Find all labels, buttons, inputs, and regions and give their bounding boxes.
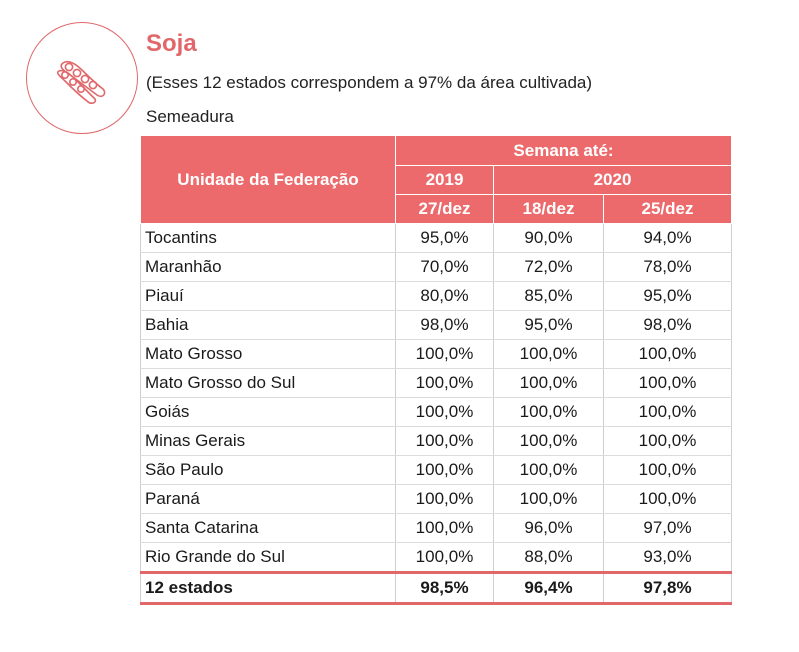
table-row: São Paulo 100,0% 100,0% 100,0%: [140, 455, 732, 485]
percent-value: 70,0%: [395, 252, 494, 282]
percent-value: 88,0%: [493, 542, 604, 573]
table-row: Piauí 80,0% 85,0% 95,0%: [140, 281, 732, 311]
percent-value: 72,0%: [493, 252, 604, 282]
date-header: 25/dez: [603, 194, 732, 224]
percent-value: 100,0%: [395, 455, 494, 485]
date-header: 18/dez: [493, 194, 604, 224]
percent-value: 85,0%: [493, 281, 604, 311]
state-name: São Paulo: [140, 455, 396, 485]
percent-value: 100,0%: [395, 513, 494, 543]
state-name: Santa Catarina: [140, 513, 396, 543]
percent-value: 95,0%: [603, 281, 732, 311]
column-header-uf: Unidade da Federação: [140, 135, 396, 224]
percent-value: 100,0%: [493, 397, 604, 427]
group-header-week: Semana até:: [395, 135, 732, 166]
state-name: Rio Grande do Sul: [140, 542, 396, 573]
sowing-table: Unidade da Federação Semana até: 2019 20…: [140, 135, 732, 605]
percent-value: 78,0%: [603, 252, 732, 282]
table-row: Mato Grosso do Sul 100,0% 100,0% 100,0%: [140, 368, 732, 398]
percent-value: 96,0%: [493, 513, 604, 543]
percent-value: 100,0%: [395, 542, 494, 573]
total-value: 96,4%: [493, 571, 604, 605]
percent-value: 100,0%: [603, 368, 732, 398]
percent-value: 95,0%: [395, 223, 494, 253]
state-name: Mato Grosso do Sul: [140, 368, 396, 398]
table-row: Santa Catarina 100,0% 96,0% 97,0%: [140, 513, 732, 543]
state-name: Bahia: [140, 310, 396, 340]
state-name: Mato Grosso: [140, 339, 396, 369]
state-name: Maranhão: [140, 252, 396, 282]
table-row: Tocantins 95,0% 90,0% 94,0%: [140, 223, 732, 253]
percent-value: 100,0%: [603, 484, 732, 514]
state-name: Paraná: [140, 484, 396, 514]
state-name: Piauí: [140, 281, 396, 311]
percent-value: 100,0%: [395, 484, 494, 514]
year-header-2019: 2019: [395, 165, 494, 195]
table-row: Mato Grosso 100,0% 100,0% 100,0%: [140, 339, 732, 369]
subtitle: (Esses 12 estados correspondem a 97% da …: [146, 73, 593, 92]
percent-value: 100,0%: [603, 339, 732, 369]
total-value: 97,8%: [603, 571, 732, 605]
total-value: 98,5%: [395, 571, 494, 605]
total-row: 12 estados 98,5% 96,4% 97,8%: [140, 571, 732, 605]
percent-value: 100,0%: [603, 397, 732, 427]
page-title: Soja: [146, 30, 197, 57]
state-name: Minas Gerais: [140, 426, 396, 456]
year-header-2020: 2020: [493, 165, 732, 195]
percent-value: 100,0%: [493, 484, 604, 514]
percent-value: 100,0%: [395, 426, 494, 456]
soybean-pod-icon: [56, 60, 106, 104]
percent-value: 100,0%: [603, 426, 732, 456]
table-row: Maranhão 70,0% 72,0% 78,0%: [140, 252, 732, 282]
percent-value: 95,0%: [493, 310, 604, 340]
total-label: 12 estados: [140, 571, 396, 605]
percent-value: 100,0%: [395, 339, 494, 369]
percent-value: 100,0%: [493, 455, 604, 485]
state-name: Tocantins: [140, 223, 396, 253]
percent-value: 90,0%: [493, 223, 604, 253]
percent-value: 98,0%: [603, 310, 732, 340]
percent-value: 100,0%: [395, 397, 494, 427]
percent-value: 93,0%: [603, 542, 732, 573]
date-header: 27/dez: [395, 194, 494, 224]
percent-value: 100,0%: [493, 339, 604, 369]
state-name: Goiás: [140, 397, 396, 427]
logo-badge: [26, 22, 138, 134]
percent-value: 94,0%: [603, 223, 732, 253]
percent-value: 98,0%: [395, 310, 494, 340]
table-row: Minas Gerais 100,0% 100,0% 100,0%: [140, 426, 732, 456]
percent-value: 100,0%: [395, 368, 494, 398]
percent-value: 100,0%: [603, 455, 732, 485]
percent-value: 97,0%: [603, 513, 732, 543]
table-row: Bahia 98,0% 95,0% 98,0%: [140, 310, 732, 340]
table-row: Paraná 100,0% 100,0% 100,0%: [140, 484, 732, 514]
percent-value: 100,0%: [493, 426, 604, 456]
table-row: Goiás 100,0% 100,0% 100,0%: [140, 397, 732, 427]
percent-value: 100,0%: [493, 368, 604, 398]
table-row: Rio Grande do Sul 100,0% 88,0% 93,0%: [140, 542, 732, 573]
table-caption: Semeadura: [146, 107, 234, 126]
percent-value: 80,0%: [395, 281, 494, 311]
